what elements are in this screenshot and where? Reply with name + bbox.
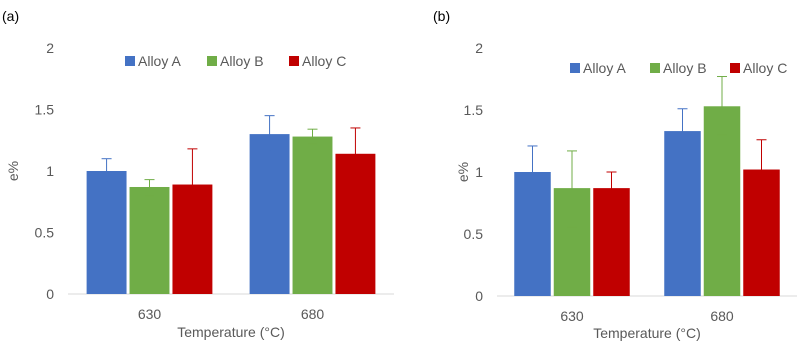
bar <box>86 171 127 294</box>
y-tick-label: 1.5 <box>35 102 55 118</box>
y-tick-label: 0 <box>46 286 54 302</box>
y-axis-label: e% <box>455 162 471 182</box>
y-tick-label: 1 <box>475 164 483 180</box>
legend-label: Alloy B <box>220 53 264 69</box>
x-tick-label: 680 <box>710 308 734 324</box>
x-tick-label: 630 <box>560 308 584 324</box>
legend-label: Alloy A <box>583 60 626 76</box>
legend-swatch <box>207 56 217 66</box>
y-tick-label: 0.5 <box>464 226 484 242</box>
legend-label: Alloy C <box>743 60 787 76</box>
y-tick-label: 2 <box>475 40 483 56</box>
panel-a-label: (a) <box>2 8 20 24</box>
legend-label: Alloy B <box>663 60 707 76</box>
legend-swatch <box>650 63 660 73</box>
bar <box>664 131 701 296</box>
chart-b: 0 0.5 1 1.5 2 e% Temperature (°C) 630 680 Alloy … <box>455 40 797 341</box>
panel-b-label: (b) <box>433 8 451 24</box>
y-tick-label: 1 <box>46 163 54 179</box>
legend-swatch <box>570 63 580 73</box>
y-tick-label: 2 <box>46 40 54 56</box>
bar <box>129 186 170 294</box>
legend-swatch <box>730 63 740 73</box>
legend-label: Alloy A <box>138 53 181 69</box>
legend-swatch <box>289 56 299 66</box>
bar <box>593 188 630 296</box>
y-tick-label: 0 <box>475 288 483 304</box>
x-tick-label: 680 <box>301 306 325 322</box>
y-tick-label: 0.5 <box>35 225 55 241</box>
y-tick-label: 1.5 <box>464 102 484 118</box>
x-tick-label: 630 <box>138 306 162 322</box>
bar <box>249 134 290 294</box>
x-axis-label: Temperature (°C) <box>593 325 701 341</box>
bar <box>703 106 741 296</box>
legend-swatch <box>125 56 135 66</box>
x-axis-label: Temperature (°C) <box>177 324 285 340</box>
chart-a: 0 0.5 1 1.5 2 e% Temperature (°C) 630 680 Alloy … <box>5 40 394 340</box>
legend-label: Alloy C <box>302 53 346 69</box>
y-axis-label: e% <box>5 161 21 181</box>
bar <box>292 136 333 294</box>
